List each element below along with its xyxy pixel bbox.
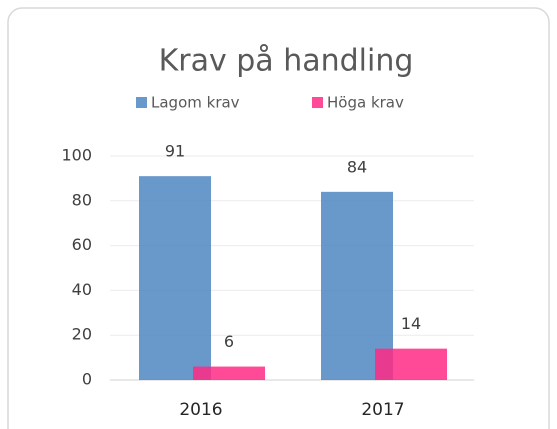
- y-tick-label: 100: [61, 146, 92, 165]
- y-tick-label: 80: [72, 190, 92, 209]
- bar: [139, 176, 211, 380]
- data-label: 14: [401, 314, 421, 333]
- bar: [375, 348, 447, 380]
- bar: [193, 366, 265, 380]
- chart-title: Krav på handling: [159, 44, 414, 79]
- y-tick-label: 0: [82, 370, 92, 389]
- legend-label: Höga krav: [327, 94, 404, 112]
- legend-swatch: [136, 97, 147, 108]
- x-tick-label: 2017: [361, 400, 404, 420]
- x-tick-label: 2016: [179, 400, 222, 420]
- y-tick-label: 20: [72, 325, 92, 344]
- data-label: 91: [165, 142, 185, 161]
- y-tick-label: 40: [72, 280, 92, 299]
- data-label: 6: [224, 332, 234, 351]
- data-label: 84: [347, 157, 367, 176]
- legend-label: Lagom krav: [151, 94, 240, 112]
- y-tick-label: 60: [72, 235, 92, 254]
- legend-swatch: [312, 97, 323, 108]
